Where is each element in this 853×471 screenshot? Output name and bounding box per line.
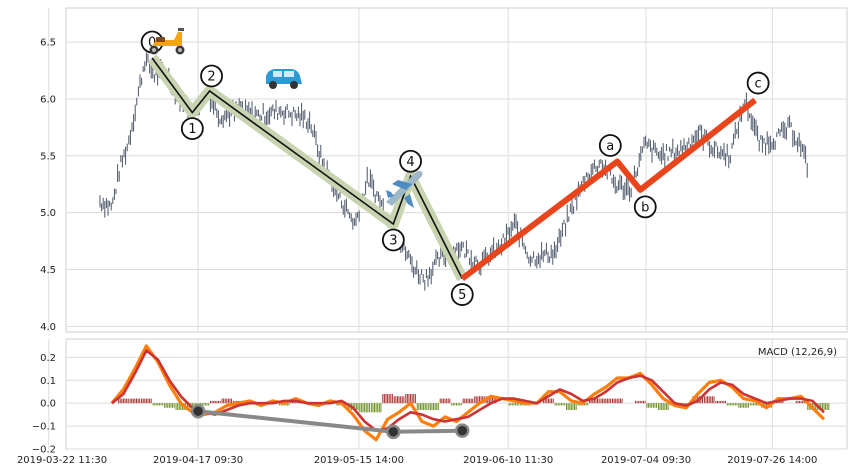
price-grid (48, 8, 847, 332)
x-tick-label: 2019-06-10 11:30 (463, 455, 553, 466)
divergence-point (386, 424, 401, 440)
x-tick-label: 2019-04-17 09:30 (153, 455, 243, 466)
macd-indicator-label: MACD (12,26,9) (758, 347, 837, 358)
macd-y-tick-label: −0.1 (32, 422, 56, 433)
wave-labels: 0 1 2 3 4 5 a b c (140, 30, 770, 306)
macd-y-tick-label: 0.1 (40, 376, 56, 387)
airplane-icon (386, 170, 423, 208)
wave-label-circle (746, 71, 770, 95)
macd-panel: −0.2 −0.1 0.0 0.1 0.2 MACD (12,26,9) (32, 338, 848, 456)
price-y-tick-label: 6.5 (40, 38, 56, 49)
wave-label-circle (180, 117, 204, 140)
price-plot-area (65, 7, 848, 333)
scooter-icon (149, 28, 185, 55)
wave-label: 3 (389, 234, 397, 249)
wave-label: c (755, 77, 762, 92)
price-panel: 4.0 4.5 5.0 5.5 6.0 6.5 0 1 2 3 4 5 a b c (40, 7, 848, 333)
corrective-wave-line (460, 97, 757, 281)
impulse-wave-line (151, 57, 463, 279)
macd-line (110, 344, 826, 442)
price-y-tick-label: 4.0 (40, 322, 56, 333)
car-icon (266, 69, 302, 89)
wave-label: 0 (148, 36, 156, 51)
wave-label: 2 (207, 69, 215, 84)
x-tick-label: 2019-03-22 11:30 (17, 455, 107, 466)
wave-label-circle (399, 149, 422, 173)
wave-label-circle (633, 195, 657, 219)
divergence-point (454, 423, 470, 438)
wave-label-circle (200, 64, 223, 88)
wave-label-circle (598, 134, 622, 157)
macd-divergence (190, 403, 470, 440)
x-tick-label: 2019-07-26 14:00 (727, 455, 817, 466)
signal-line (111, 349, 825, 433)
price-y-tick-label: 4.5 (40, 265, 56, 276)
wave-label: b (641, 200, 649, 215)
macd-y-tick-label: 0.2 (40, 353, 56, 364)
divergence-point (190, 403, 206, 419)
wave-label-circle (450, 283, 474, 306)
macd-y-tick-label: 0.0 (40, 399, 56, 410)
x-axis-ticks: 2019-03-22 11:30 2019-04-17 09:30 2019-05-… (17, 455, 817, 466)
price-y-tick-label: 6.0 (40, 94, 56, 105)
macd-lines (110, 344, 826, 442)
wave-label: 5 (458, 288, 466, 303)
x-tick-label: 2019-05-15 14:00 (314, 455, 404, 466)
wave-lines (147, 54, 757, 282)
price-y-tick-label: 5.0 (40, 208, 56, 219)
macd-y-tick-label: −0.2 (32, 445, 56, 456)
wave-label-circle (381, 228, 405, 252)
price-y-ticks: 4.0 4.5 5.0 5.5 6.0 6.5 (40, 38, 56, 333)
wave-label: 1 (188, 122, 196, 137)
macd-y-ticks: −0.2 −0.1 0.0 0.1 0.2 (32, 353, 56, 456)
wave-label: a (606, 139, 614, 154)
price-y-tick-label: 5.5 (40, 151, 56, 162)
x-tick-label: 2019-07-04 09:30 (601, 455, 691, 466)
wave-label: 4 (406, 155, 414, 170)
